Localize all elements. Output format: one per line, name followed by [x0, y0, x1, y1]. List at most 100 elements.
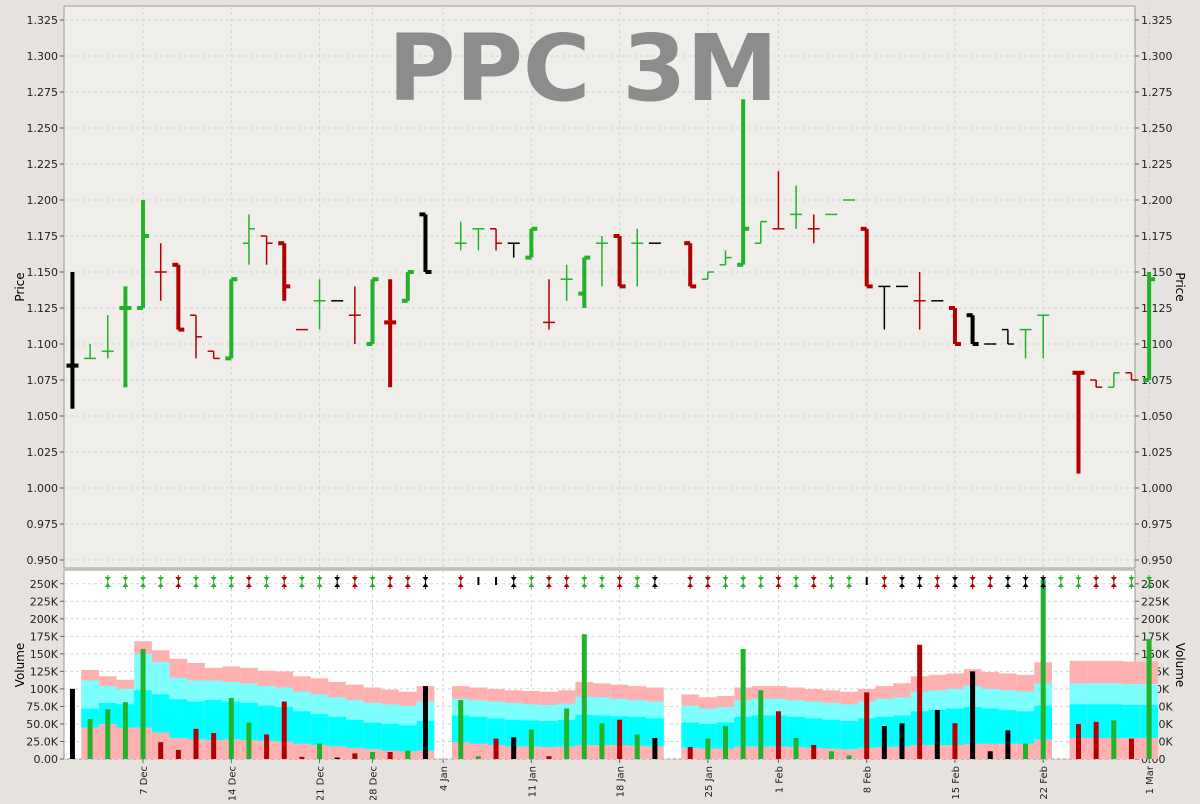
signal-arrow-down — [193, 577, 199, 581]
signal-arrow-down — [934, 577, 941, 581]
volume-bar — [352, 753, 358, 759]
signal-arrow-up — [1057, 583, 1064, 587]
signal-arrow-down — [1110, 577, 1117, 581]
signal-arrow-down — [1040, 577, 1047, 581]
price-tick-label: 1.025 — [27, 446, 59, 459]
signal-arrow-up — [387, 583, 394, 587]
signal-arrow-down — [1057, 577, 1064, 581]
volume-axis-label-left: Volume — [13, 643, 27, 688]
volume-band-core — [822, 719, 841, 749]
signal-arrow-down — [1004, 577, 1011, 581]
signal-arrow-up — [334, 583, 341, 587]
signal-arrow-up — [528, 583, 535, 587]
signal-arrow-down — [422, 577, 429, 581]
volume-bar — [69, 688, 75, 759]
volume-bars — [69, 579, 1152, 759]
date-tick-label: 11 Jan — [527, 766, 538, 797]
volume-band-core — [310, 714, 329, 745]
signal-arrow-down — [1093, 577, 1100, 581]
volume-bar — [528, 729, 534, 759]
signal-arrow-up — [581, 583, 588, 587]
volume-band-core — [1016, 711, 1035, 744]
signal-arrow-up — [916, 583, 923, 587]
signal-arrow-down — [298, 577, 305, 581]
volume-bar — [970, 671, 976, 759]
signal-arrow-down — [687, 577, 694, 581]
price-panel — [63, 5, 1136, 569]
volume-axis-label-right: Volume — [1173, 643, 1187, 688]
volume-bar — [317, 743, 323, 759]
volume-band-core — [204, 700, 223, 741]
signal-arrow-down — [157, 577, 164, 581]
volume-band-core — [240, 702, 258, 741]
signal-arrow-down — [1128, 577, 1135, 581]
volume-bar — [987, 751, 993, 759]
signal-arrow-up — [934, 583, 941, 587]
signal-arrow-down — [704, 577, 711, 581]
volume-tick-label: 0.00 — [34, 753, 59, 766]
chart-title: PPC 3M — [388, 15, 778, 122]
signal-arrow-down — [969, 577, 976, 581]
signal-arrow-down — [598, 577, 605, 581]
price-tick-label: 1.275 — [1141, 86, 1173, 99]
price-tick-label: 1.225 — [1141, 158, 1173, 171]
date-tick-label: 28 Dec — [369, 766, 380, 800]
volume-bar — [405, 750, 411, 759]
volume-band-core — [1069, 704, 1088, 738]
volume-tick-label: 50.0K — [26, 718, 58, 731]
price-tick-label: 1.050 — [1141, 410, 1173, 423]
price-axis: 0.950 0.950 0.975 0.975 1.000 1.000 1.025 1.025… — [27, 14, 1173, 567]
volume-bar — [211, 733, 217, 759]
volume-bar — [193, 728, 199, 759]
signal-arrow-down — [775, 577, 782, 581]
price-axis-label-right: Price — [1173, 272, 1187, 301]
signal-arrow-up — [245, 583, 252, 587]
signal-arrow-up — [757, 583, 764, 587]
price-axis-label-left: Price — [13, 272, 27, 301]
signal-arrow-down — [916, 577, 923, 581]
volume-bar — [687, 747, 693, 759]
volume-band-core — [699, 723, 717, 749]
date-axis: 7 Dec 14 Dec 21 Dec 28 Dec 4 Jan 11 Jan 18 Jan… — [139, 759, 1156, 801]
signal-arrow-up — [422, 583, 429, 587]
volume-bar — [917, 644, 923, 759]
price-tick-label: 1.100 — [27, 338, 59, 351]
signal-arrow-up — [810, 583, 817, 587]
volume-bar — [1128, 738, 1134, 759]
volume-bar — [1146, 639, 1152, 759]
signal-arrow-down — [210, 577, 217, 581]
volume-bar — [122, 702, 128, 759]
price-tick-label: 1.250 — [27, 122, 59, 135]
volume-band-core — [398, 725, 417, 752]
date-tick-label: 1 Feb — [774, 766, 785, 793]
volume-band-core — [787, 716, 805, 748]
volume-bar — [334, 757, 340, 759]
volume-band-core — [840, 721, 858, 750]
signal-arrow-down — [828, 577, 835, 581]
volume-bar — [493, 738, 499, 759]
volume-bar — [1076, 723, 1081, 759]
signal-arrow-up — [316, 583, 323, 587]
volume-bar — [228, 698, 234, 759]
signal-arrow-up — [369, 583, 376, 587]
volume-bar — [652, 737, 658, 759]
price-tick-label: 1.275 — [27, 86, 59, 99]
price-tick-label: 1.225 — [27, 158, 59, 171]
signal-arrow-down — [757, 577, 764, 581]
volume-band-core — [381, 723, 399, 751]
volume-tick-label: 225K — [1141, 595, 1170, 608]
volume-bar — [634, 734, 640, 759]
signal-arrow-up — [687, 583, 694, 587]
volume-bar — [581, 634, 587, 759]
signal-arrow-up — [1146, 583, 1153, 587]
volume-bar — [758, 690, 764, 759]
volume-band-core — [646, 718, 664, 747]
signal-arrow-up — [104, 583, 111, 587]
signal-arrow-down — [634, 577, 641, 581]
volume-band-core — [540, 721, 558, 748]
volume-bar — [299, 756, 305, 759]
volume-bar — [599, 723, 605, 759]
volume-bar — [775, 711, 781, 759]
volume-bar — [705, 738, 711, 759]
volume-bar — [422, 686, 428, 759]
